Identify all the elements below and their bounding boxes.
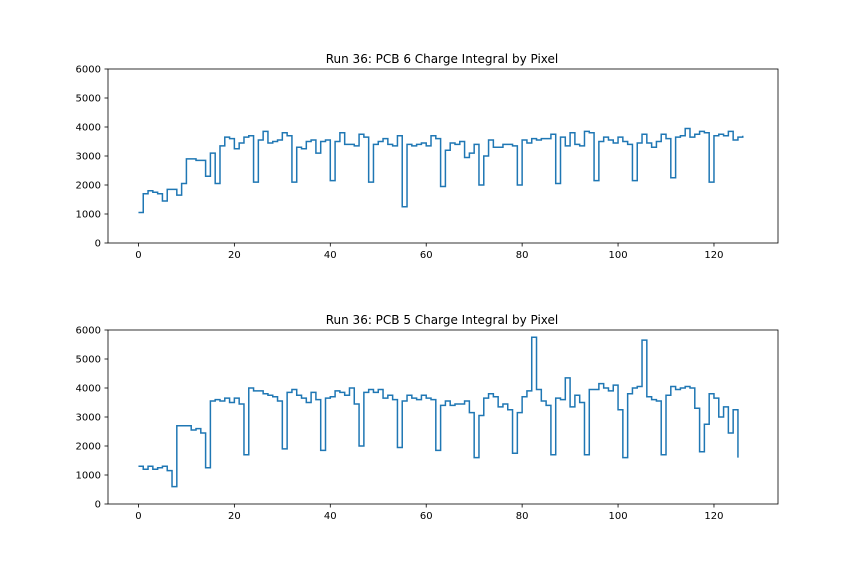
x-tick-label: 40 [324,511,337,522]
y-tick-label: 1000 [76,210,101,221]
x-tick-label: 0 [135,511,141,522]
x-tick-label: 120 [704,511,723,522]
y-tick-label: 6000 [76,65,101,76]
y-tick-label: 2000 [76,442,101,453]
y-tick-label: 6000 [76,326,101,337]
y-tick-label: 5000 [76,355,101,366]
x-tick-label: 0 [135,250,141,261]
y-tick-label: 3000 [76,413,101,424]
y-tick-label: 0 [95,239,101,250]
y-tick-label: 2000 [76,181,101,192]
y-tick-label: 4000 [76,384,101,395]
x-tick-label: 80 [516,250,529,261]
chart-pcb6: Run 36: PCB 6 Charge Integral by Pixel 0… [76,52,779,261]
chart-title: Run 36: PCB 5 Charge Integral by Pixel [326,313,559,327]
y-axis-ticks: 0 1000 2000 3000 4000 5000 6000 [76,65,108,250]
y-tick-label: 4000 [76,123,101,134]
x-tick-label: 120 [704,250,723,261]
series-line [138,127,744,214]
y-tick-label: 0 [95,500,101,511]
series-line [138,336,739,488]
y-tick-label: 3000 [76,152,101,163]
plot-frame [107,329,779,505]
x-tick-label: 60 [420,250,433,261]
x-tick-label: 40 [324,250,337,261]
x-axis-ticks: 0 20 40 60 80 100 120 [135,243,724,261]
y-axis-ticks: 0 1000 2000 3000 4000 5000 6000 [76,326,108,511]
x-tick-label: 60 [420,511,433,522]
chart-title: Run 36: PCB 6 Charge Integral by Pixel [326,52,559,66]
y-tick-label: 1000 [76,471,101,482]
x-tick-label: 20 [228,250,241,261]
x-axis-ticks: 0 20 40 60 80 100 120 [135,504,724,522]
x-tick-label: 80 [516,511,529,522]
x-tick-label: 20 [228,511,241,522]
x-tick-label: 100 [609,250,628,261]
x-tick-label: 100 [609,511,628,522]
y-tick-label: 5000 [76,94,101,105]
chart-pcb5: Run 36: PCB 5 Charge Integral by Pixel 0… [76,313,779,522]
plot-frame [107,68,779,244]
